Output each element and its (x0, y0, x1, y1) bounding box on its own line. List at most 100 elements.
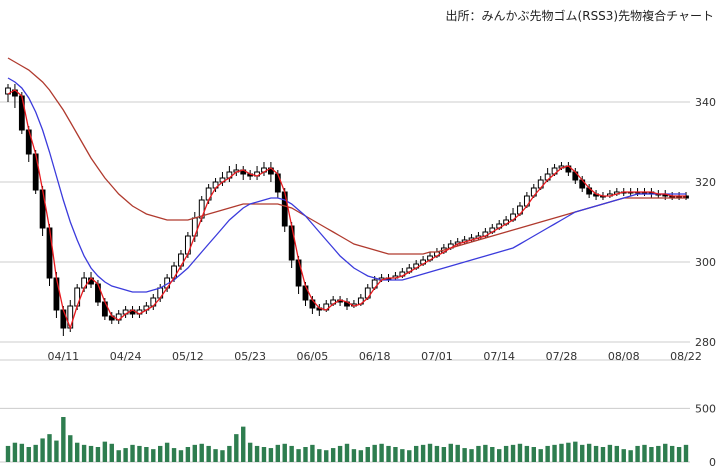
volume-bar (614, 445, 620, 462)
moving-average-lines (7, 57, 686, 330)
date-tick-label: 06/18 (359, 350, 391, 363)
volume-bar (573, 441, 578, 462)
volume-bar (54, 440, 59, 462)
volume-bar (68, 435, 73, 462)
volume-bar (580, 444, 585, 462)
candle-body (53, 277, 60, 311)
volume-bars (5, 417, 689, 462)
volume-bar (234, 434, 239, 462)
volume-bar (247, 442, 253, 462)
volume-bar (261, 447, 267, 462)
volume-bar (185, 447, 191, 462)
volume-bar (351, 449, 357, 462)
volume-bar (137, 445, 142, 462)
date-tick-label: 06/05 (297, 350, 329, 363)
volume-bar (33, 444, 38, 462)
volume-bar (517, 443, 523, 462)
volume-bar (61, 417, 66, 462)
volume-bar (289, 445, 294, 462)
volume-bar (407, 450, 412, 462)
volume-bar (19, 443, 25, 462)
volume-bar (490, 447, 495, 462)
volume-bar (192, 444, 197, 462)
volume-bar (669, 445, 675, 462)
volume-bar (144, 447, 149, 462)
volume-bar (254, 445, 260, 462)
price-tick-label: 340 (695, 96, 716, 109)
volume-bar (469, 449, 474, 462)
volume-bar (199, 443, 204, 462)
volume-bar (275, 444, 281, 462)
date-tick-label: 08/22 (670, 350, 702, 363)
volume-bar (628, 450, 633, 462)
price-tick-label: 280 (695, 336, 716, 349)
volume-bar (434, 445, 440, 462)
volume-bar (95, 447, 101, 462)
volume-bar (296, 449, 301, 462)
volume-tick-label: 500 (695, 402, 716, 415)
volume-bar (241, 426, 246, 462)
volume-bar (593, 445, 599, 462)
date-tick-label: 08/08 (608, 350, 640, 363)
date-tick-label: 05/12 (172, 350, 204, 363)
volume-bar (441, 447, 447, 462)
volume-bar (455, 444, 460, 462)
volume-bar (310, 444, 315, 462)
date-tick-label: 07/28 (546, 350, 578, 363)
volume-bar (123, 448, 128, 462)
volume-bar (81, 444, 87, 462)
price-tick-label: 320 (695, 176, 716, 189)
date-tick-label: 04/24 (110, 350, 142, 363)
volume-bar (663, 443, 668, 462)
volume-bar (109, 443, 114, 462)
volume-bar (538, 449, 543, 462)
price-tick-label: 300 (695, 256, 716, 269)
volume-bar (621, 449, 626, 462)
volume-bar (559, 443, 564, 462)
volume-bar (303, 447, 308, 462)
volume-bar (268, 448, 274, 462)
volume-bar (171, 448, 177, 462)
volume-axis: 0 500 (695, 402, 716, 467)
volume-bar (158, 445, 163, 462)
volume-bar (676, 447, 682, 462)
volume-bar (74, 442, 80, 462)
volume-bar (566, 442, 571, 462)
volume-bar (5, 445, 11, 462)
volume-bar (600, 447, 606, 462)
volume-bar (586, 443, 592, 462)
volume-bar (635, 445, 640, 462)
volume-bar (683, 444, 689, 462)
volume-bar (531, 447, 536, 462)
source-title: 出所：みんかぶ先物ゴム(RSS3)先物複合チャート (446, 8, 714, 23)
volume-bar (130, 444, 135, 462)
moving-average-short-line (7, 89, 686, 330)
volume-bar (206, 445, 211, 462)
volume-bar (552, 444, 557, 462)
volume-bar (642, 444, 647, 462)
volume-bar (47, 434, 52, 462)
volume-bar (607, 444, 613, 462)
volume-bar (448, 443, 453, 462)
volume-bar (324, 450, 329, 462)
volume-tick-label: 0 (709, 456, 716, 467)
volume-bar (164, 442, 170, 462)
volume-bar (12, 442, 18, 462)
volume-bar (365, 447, 370, 462)
volume-bar (26, 447, 31, 462)
volume-bar (656, 445, 661, 462)
volume-bar (372, 444, 377, 462)
volume-bar (510, 444, 516, 462)
volume-bar (227, 445, 232, 462)
volume-bar (462, 448, 467, 462)
volume-bar (497, 449, 502, 462)
volume-bar (88, 445, 94, 462)
volume-bar (393, 447, 398, 462)
volume-bar (427, 443, 433, 462)
volume-bar (116, 450, 121, 462)
volume-bar (40, 438, 45, 462)
volume-bar (545, 445, 550, 462)
volume-bar (151, 449, 156, 462)
volume-bar (524, 445, 530, 462)
